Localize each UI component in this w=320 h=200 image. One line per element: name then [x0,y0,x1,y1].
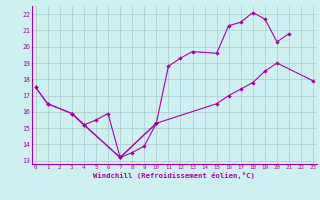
X-axis label: Windchill (Refroidissement éolien,°C): Windchill (Refroidissement éolien,°C) [93,172,255,179]
